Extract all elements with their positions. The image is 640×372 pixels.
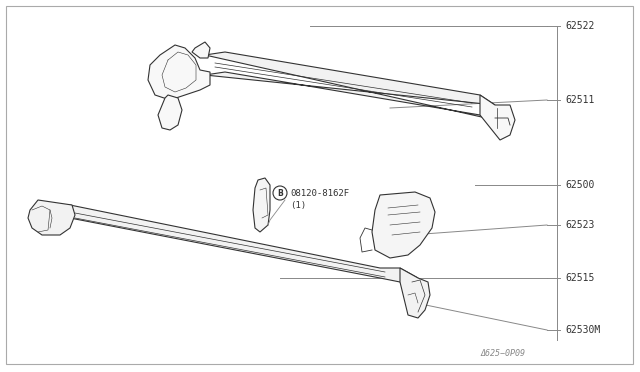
Polygon shape bbox=[28, 200, 75, 235]
Text: 08120-8162F: 08120-8162F bbox=[290, 189, 349, 198]
Text: B: B bbox=[277, 189, 283, 198]
Polygon shape bbox=[480, 95, 515, 140]
Polygon shape bbox=[400, 268, 430, 318]
Polygon shape bbox=[158, 95, 182, 130]
Text: 62523: 62523 bbox=[565, 220, 595, 230]
Polygon shape bbox=[253, 178, 270, 232]
Polygon shape bbox=[38, 205, 418, 300]
Text: 62515: 62515 bbox=[565, 273, 595, 283]
Text: 62500: 62500 bbox=[565, 180, 595, 190]
Text: Δ625−0P09: Δ625−0P09 bbox=[480, 349, 525, 358]
Text: (1): (1) bbox=[290, 201, 306, 209]
Text: 62530M: 62530M bbox=[565, 325, 600, 335]
Text: 62522: 62522 bbox=[565, 21, 595, 31]
Polygon shape bbox=[372, 192, 435, 258]
Text: 62511: 62511 bbox=[565, 95, 595, 105]
Polygon shape bbox=[148, 45, 210, 100]
Polygon shape bbox=[205, 52, 495, 120]
Polygon shape bbox=[192, 42, 210, 58]
